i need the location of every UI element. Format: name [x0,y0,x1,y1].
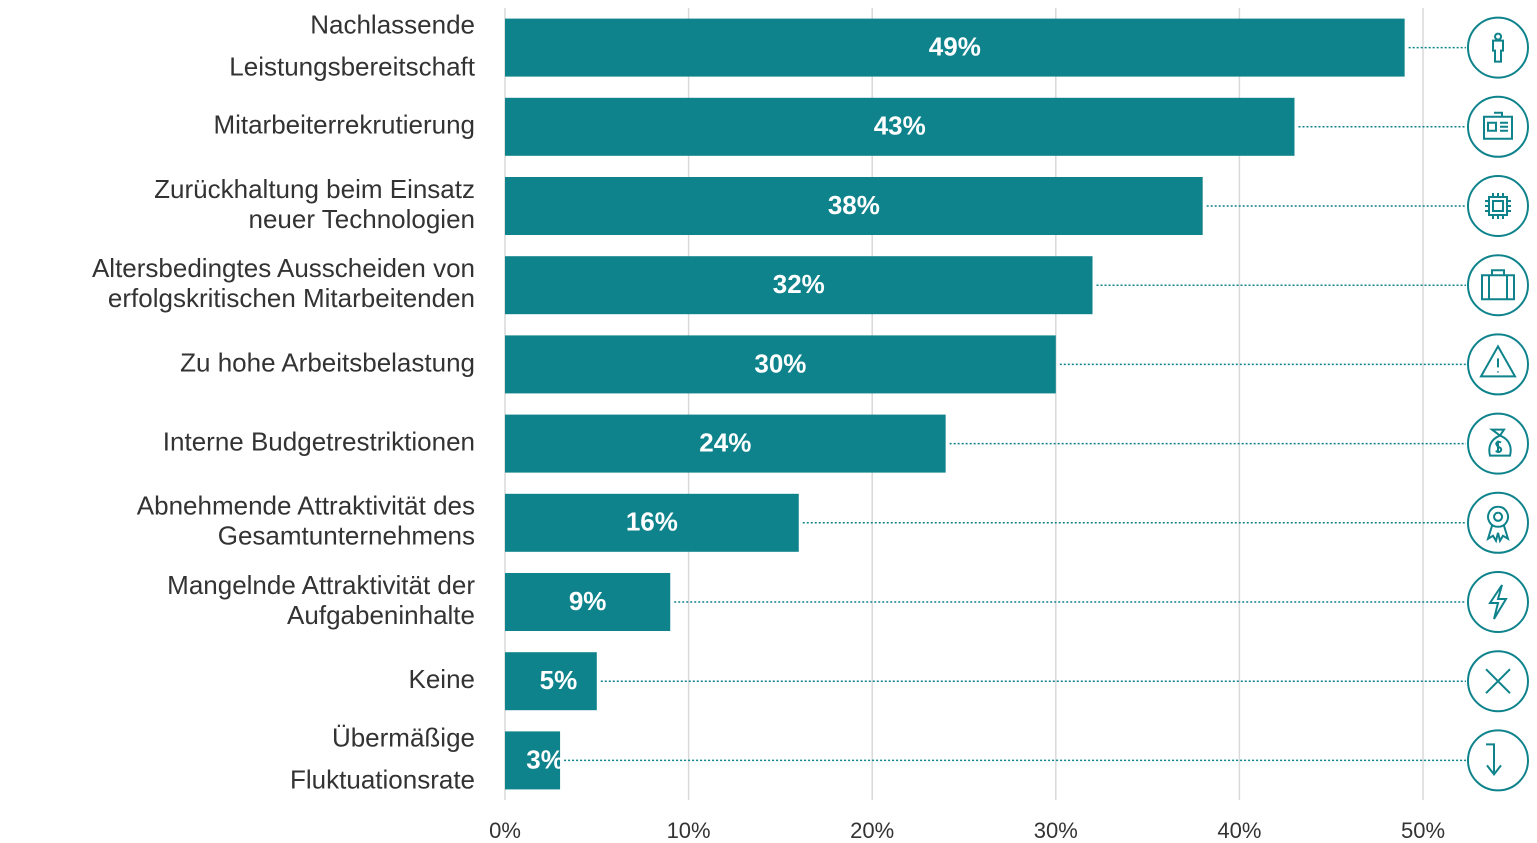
value-label: 49% [929,31,981,61]
category-label: erfolgskritischen Mitarbeitenden [108,283,475,313]
value-label: 43% [874,111,926,141]
bar [505,414,946,473]
value-label: 30% [754,348,806,378]
category-label: Übermäßige [332,722,475,752]
bar [505,335,1056,394]
x-tick-label: 0% [489,818,521,843]
bar [505,652,597,711]
icon [1467,95,1529,158]
icon [1467,491,1529,554]
icon-glyph [1486,743,1502,777]
icon-glyph [1479,344,1517,378]
category-label: Zu hohe Arbeitsbelastung [180,347,475,377]
value-label: 24% [699,427,751,457]
x-tick-label: 50% [1401,818,1445,843]
icon [1467,650,1529,713]
icon-glyph [1492,32,1504,63]
icon-circle [1467,650,1529,713]
icon-glyph [1481,269,1515,301]
bar [505,97,1295,156]
icon [1467,571,1529,633]
icon-glyph [1488,584,1508,620]
value-label: 32% [773,269,825,299]
icon-circle [1467,16,1529,79]
value-label: 38% [828,190,880,220]
x-tick-label: 40% [1217,818,1261,843]
category-label: Zurückhaltung beim Einsatz [154,174,475,204]
category-label: Altersbedingtes Ausscheiden von [92,253,475,283]
bar [505,18,1405,77]
category-label: neuer Technologien [249,204,475,234]
icon-glyph [1486,505,1510,544]
value-label: 3% [526,744,564,774]
icon-circle [1467,571,1529,633]
icon [1467,16,1529,79]
bar [505,177,1203,235]
icon-circle [1467,175,1529,237]
bar [505,573,671,631]
icon [1467,254,1529,317]
category-label: Mitarbeiterrekrutierung [213,110,475,140]
value-label: 16% [626,507,678,537]
bar [505,493,799,552]
icon-circle [1467,729,1529,792]
icon-circle [1467,254,1529,317]
icon-glyph [1485,193,1511,219]
icon [1467,412,1529,475]
category-label: Fluktuationsrate [290,764,475,794]
category-label: Interne Budgetrestriktionen [163,426,475,456]
category-label: Nachlassende [310,9,475,39]
category-label: Aufgabeninhalte [287,600,475,630]
x-tick-label: 10% [667,818,711,843]
value-label: 5% [540,665,578,695]
icon [1467,333,1529,396]
x-tick-label: 30% [1034,818,1078,843]
category-label: Abnehmende Attraktivität des [137,491,475,521]
category-label: Keine [409,664,476,694]
bar [505,731,561,790]
category-label: Leistungsbereitschaft [229,51,475,81]
category-label: Gesamtunternehmens [218,521,475,551]
icon-circle [1467,333,1529,396]
category-label: Mangelnde Attraktivität der [167,570,475,600]
icon [1467,729,1529,792]
icon-glyph [1488,428,1512,457]
x-tick-label: 20% [850,818,894,843]
icon-circle [1467,95,1529,158]
icon [1467,175,1529,237]
icon-circle [1467,412,1529,475]
value-label: 9% [569,586,607,616]
icon-glyph [1485,668,1511,694]
icon-glyph [1483,111,1513,140]
icon-circle [1467,491,1529,554]
bar [505,256,1093,315]
